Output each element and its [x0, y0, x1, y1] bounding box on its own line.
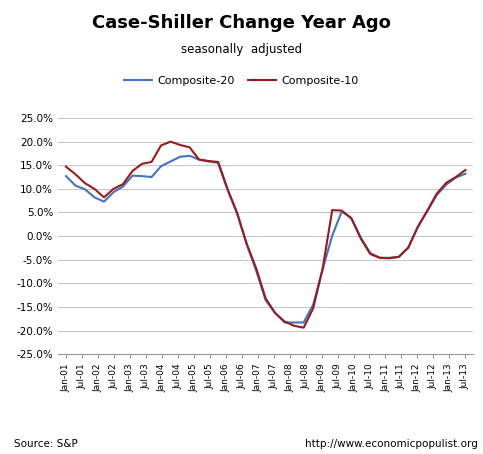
Text: seasonally  adjusted: seasonally adjusted [181, 43, 302, 56]
Composite-20 [168, 159, 173, 164]
Composite-10 [291, 323, 297, 329]
Composite-20 [348, 215, 354, 221]
Composite-10 [177, 142, 183, 148]
Composite-20 [186, 153, 192, 158]
Composite-10 [92, 186, 98, 192]
Composite-10 [358, 236, 364, 241]
Composite-10 [129, 168, 135, 173]
Composite-20 [63, 173, 69, 179]
Composite-10 [405, 245, 411, 250]
Composite-20 [120, 184, 126, 189]
Composite-20 [368, 250, 373, 256]
Composite-10 [263, 296, 269, 301]
Composite-10 [272, 311, 278, 316]
Composite-10 [253, 266, 259, 271]
Composite-20 [396, 254, 402, 260]
Composite-20 [453, 175, 459, 180]
Composite-20 [92, 195, 98, 200]
Composite-10 [196, 157, 202, 163]
Composite-20 [206, 159, 212, 164]
Composite-20 [386, 255, 392, 261]
Composite-10 [63, 164, 69, 169]
Line: Composite-10: Composite-10 [66, 142, 465, 328]
Composite-10 [186, 144, 192, 150]
Composite-20 [329, 233, 335, 238]
Composite-20 [82, 187, 88, 192]
Composite-20 [291, 320, 297, 325]
Composite-20 [139, 173, 145, 179]
Line: Composite-20: Composite-20 [66, 156, 465, 322]
Composite-20 [434, 192, 440, 198]
Composite-10 [425, 208, 430, 213]
Composite-20 [282, 320, 287, 325]
Composite-10 [282, 319, 287, 324]
Composite-20 [443, 182, 449, 188]
Composite-10 [111, 186, 116, 192]
Composite-10 [158, 143, 164, 148]
Composite-20 [253, 268, 259, 273]
Composite-10 [368, 252, 373, 257]
Composite-10 [396, 254, 402, 260]
Composite-20 [177, 154, 183, 159]
Composite-20 [196, 157, 202, 163]
Text: Source: S&P: Source: S&P [14, 439, 78, 449]
Composite-10 [339, 208, 345, 213]
Composite-10 [434, 191, 440, 196]
Composite-10 [139, 161, 145, 167]
Composite-10 [320, 266, 326, 271]
Composite-10 [72, 172, 78, 177]
Composite-20 [158, 163, 164, 169]
Text: http://www.economicpopulist.org: http://www.economicpopulist.org [305, 439, 478, 449]
Composite-10 [168, 139, 173, 144]
Composite-20 [462, 171, 468, 177]
Composite-10 [82, 181, 88, 186]
Composite-10 [377, 255, 383, 261]
Composite-10 [462, 167, 468, 173]
Legend: Composite-20, Composite-10: Composite-20, Composite-10 [120, 71, 363, 90]
Composite-10 [415, 224, 421, 230]
Composite-10 [101, 195, 107, 200]
Composite-10 [453, 174, 459, 180]
Text: Case-Shiller Change Year Ago: Case-Shiller Change Year Ago [92, 14, 391, 32]
Composite-10 [301, 325, 307, 331]
Composite-20 [129, 173, 135, 178]
Composite-10 [348, 215, 354, 221]
Composite-20 [425, 208, 430, 214]
Composite-20 [415, 224, 421, 229]
Composite-10 [443, 180, 449, 185]
Composite-20 [263, 297, 269, 303]
Composite-10 [310, 306, 316, 311]
Composite-10 [120, 182, 126, 187]
Composite-10 [234, 210, 240, 216]
Composite-20 [358, 235, 364, 240]
Composite-20 [101, 199, 107, 204]
Composite-20 [72, 183, 78, 188]
Composite-20 [215, 160, 221, 166]
Composite-20 [111, 189, 116, 195]
Composite-20 [225, 187, 230, 192]
Composite-10 [225, 187, 230, 192]
Composite-10 [329, 207, 335, 213]
Composite-20 [405, 245, 411, 251]
Composite-20 [149, 174, 155, 180]
Composite-20 [377, 255, 383, 261]
Composite-20 [301, 320, 307, 325]
Composite-10 [386, 256, 392, 261]
Composite-10 [206, 158, 212, 164]
Composite-20 [234, 211, 240, 216]
Composite-20 [244, 242, 250, 247]
Composite-20 [320, 266, 326, 272]
Composite-20 [272, 311, 278, 316]
Composite-10 [215, 159, 221, 165]
Composite-20 [310, 302, 316, 307]
Composite-10 [149, 159, 155, 165]
Composite-10 [244, 241, 250, 247]
Composite-20 [339, 209, 345, 214]
